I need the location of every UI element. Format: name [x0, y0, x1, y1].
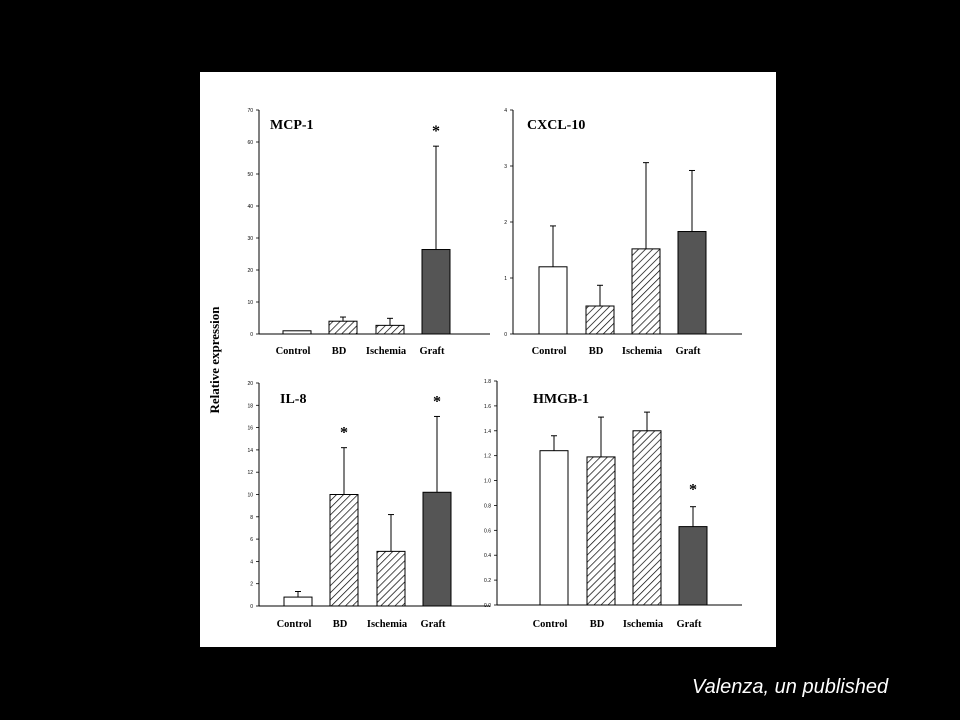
mcp-1-title: MCP-1 — [270, 118, 314, 133]
cxcl-10-x-tick-label: Ischemia — [622, 346, 663, 357]
hmgb-1-x-tick-label: Graft — [676, 619, 702, 630]
cxcl-10-bar-control — [538, 266, 568, 335]
mcp-1-y-tick-label: 20 — [247, 268, 253, 274]
y-axis-label: Relative expression — [207, 306, 222, 414]
mcp-1-y-tick-label: 60 — [247, 140, 253, 146]
mcp-1-y-tick-label: 10 — [247, 300, 253, 306]
il-8-bar-control — [283, 596, 313, 607]
hmgb-1-y-tick-label: 0.8 — [484, 503, 491, 509]
cxcl-10-y-tick-label: 4 — [504, 108, 507, 114]
hmgb-1-y-tick-label: 0.4 — [484, 553, 491, 559]
il-8-bar-graft — [422, 491, 452, 607]
il-8-y-tick-label: 16 — [247, 426, 253, 432]
cxcl-10-y-tick-label: 3 — [504, 164, 507, 170]
mcp-1-significance-star: * — [432, 123, 440, 140]
il-8-y-tick-label: 14 — [247, 448, 253, 454]
hmgb-1-y-tick-label: 1.6 — [484, 404, 491, 410]
mcp-1-x-tick-label: BD — [332, 346, 347, 357]
il-8-bar-bd — [329, 494, 359, 607]
il-8-y-tick-label: 8 — [250, 515, 253, 521]
il-8-y-tick-label: 6 — [250, 537, 253, 543]
hmgb-1-y-tick-label: 0.2 — [484, 578, 491, 584]
il-8-y-tick-label: 20 — [247, 381, 253, 387]
hmgb-1-y-tick-label: 1.2 — [484, 454, 491, 460]
cxcl-10-x-tick-label: Control — [532, 346, 567, 357]
hmgb-1-y-tick-label: 1.8 — [484, 379, 491, 385]
hmgb-1-bar-ischemia — [632, 430, 662, 606]
cxcl-10-y-tick-label: 2 — [504, 220, 507, 226]
il-8-y-tick-label: 10 — [247, 493, 253, 499]
il-8-significance-star: * — [340, 425, 348, 442]
hmgb-1-y-tick-label: 0.0 — [484, 603, 491, 609]
cxcl-10-x-tick-label: Graft — [675, 346, 701, 357]
mcp-1-y-tick-label: 40 — [247, 204, 253, 210]
il-8-bar-ischemia — [376, 550, 406, 607]
mcp-1-x-tick-label: Control — [276, 346, 311, 357]
mcp-1-bar-ischemia — [375, 324, 405, 335]
il-8-x-tick-label: Ischemia — [367, 619, 408, 630]
mcp-1-y-tick-label: 50 — [247, 172, 253, 178]
il-8-y-tick-label: 2 — [250, 582, 253, 588]
cxcl-10-bar-bd — [585, 305, 615, 335]
il-8-title: IL-8 — [280, 392, 306, 407]
hmgb-1-x-tick-label: Control — [533, 619, 568, 630]
mcp-1-bar-graft — [421, 249, 451, 335]
mcp-1-y-tick-label: 30 — [247, 236, 253, 242]
mcp-1-x-tick-label: Graft — [419, 346, 445, 357]
cxcl-10-y-tick-label: 1 — [504, 276, 507, 282]
hmgb-1-bar-control — [539, 450, 569, 606]
il-8-significance-star: * — [433, 393, 441, 410]
figure-panel: Relative expression 0 10 20 30 40 50 60 70 MCP-1… — [200, 72, 776, 647]
hmgb-1-y-tick-label: 1.0 — [484, 479, 491, 485]
hmgb-1-x-tick-label: Ischemia — [623, 619, 664, 630]
hmgb-1-bar-graft — [678, 526, 708, 606]
il-8-y-tick-label: 0 — [250, 604, 253, 610]
hmgb-1-y-tick-label: 0.6 — [484, 528, 491, 534]
il-8-x-tick-label: BD — [333, 619, 348, 630]
mcp-1-bar-control — [282, 330, 312, 335]
cxcl-10-title: CXCL-10 — [527, 118, 585, 133]
cxcl-10-y-tick-label: 0 — [504, 332, 507, 338]
hmgb-1-x-tick-label: BD — [590, 619, 605, 630]
mcp-1-x-tick-label: Ischemia — [366, 346, 407, 357]
figure-svg: Relative expression 010203040506070MCP-1… — [207, 108, 742, 630]
il-8-x-tick-label: Control — [277, 619, 312, 630]
il-8-y-tick-label: 18 — [247, 403, 253, 409]
il-8-x-tick-label: Graft — [420, 619, 446, 630]
mcp-1-y-tick-label: 70 — [247, 108, 253, 114]
mcp-1-y-tick-label: 0 — [250, 332, 253, 338]
credit-text: Valenza, un published — [692, 676, 889, 698]
hmgb-1-title: HMGB-1 — [533, 392, 589, 407]
hmgb-1-bar-bd — [586, 456, 616, 606]
mcp-1-bar-bd — [328, 320, 358, 335]
il-8-y-tick-label: 12 — [247, 470, 253, 476]
hmgb-1-significance-star: * — [689, 482, 697, 499]
il-8-y-tick-label: 4 — [250, 559, 253, 565]
cxcl-10-bar-graft — [677, 231, 707, 335]
cxcl-10-x-tick-label: BD — [589, 346, 604, 357]
hmgb-1-y-tick-label: 1.4 — [484, 429, 491, 435]
cxcl-10-bar-ischemia — [631, 248, 661, 335]
